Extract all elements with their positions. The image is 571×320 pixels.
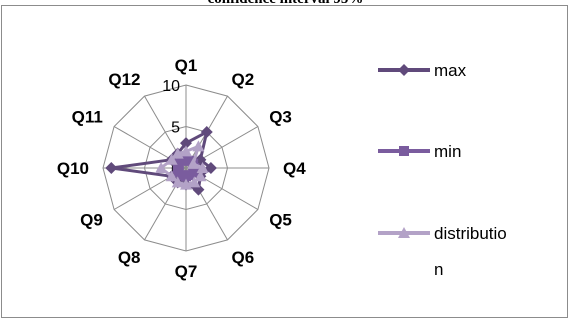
legend-label-line: n [434,260,443,279]
point-distribution-q1 [180,145,192,157]
category-label-q7: Q7 [175,262,198,281]
legend-label-line: distributio [434,224,507,243]
point-min-q12 [176,155,187,166]
legend-marker-min [399,146,409,156]
page-title: confidence interval 95% [0,0,571,8]
category-label-q6: Q6 [232,248,255,267]
radial-tick-5: 5 [171,120,180,137]
radar-axes [103,85,269,251]
category-label-q2: Q2 [232,70,255,89]
category-label-q8: Q8 [118,248,141,267]
point-max-q2 [200,126,213,139]
point-distribution-q6 [188,176,201,188]
point-distribution-q8 [171,176,184,188]
point-distribution-q2 [192,140,205,152]
point-distribution-q10 [155,162,168,173]
point-distribution-q11 [165,153,178,165]
point-distribution-q4 [196,162,209,173]
legend-label-distribution: distributio n [434,224,507,279]
category-label-q1: Q1 [175,56,198,75]
point-distribution-q3 [187,157,200,169]
radial-tick-10: 10 [162,78,180,95]
point-max-q10 [105,162,118,174]
series-distribution [155,140,209,190]
category-label-q11: Q11 [72,108,103,127]
category-label-q9: Q9 [80,211,103,230]
legend-label-max: max [434,61,467,80]
legend-label-min: min [434,142,461,161]
point-max-q1 [180,137,192,150]
legend-item-min: min [378,142,461,161]
category-label-q12: Q12 [108,70,140,89]
point-max-q4 [204,162,217,174]
legend-item-max: max [378,61,467,80]
point-distribution-q9 [165,170,178,182]
point-distribution-q12 [171,147,184,159]
legend-marker-max [398,64,410,76]
legend-marker-distribution [398,227,410,238]
category-label-q4: Q4 [283,159,306,178]
category-label-q3: Q3 [269,108,292,127]
legend-item-distribution: distributio n [378,224,507,279]
legend-label-line: min [434,142,461,161]
chart-frame [1,5,568,318]
legend-label-line: max [434,61,467,80]
legend: max min distributio n [378,61,507,279]
series-layer [105,126,217,196]
category-labels: Q1 Q2 Q3 Q4 Q5 Q6 Q7 Q8 Q9 Q10 Q11 Q12 [57,56,306,281]
category-label-q10: Q10 [57,159,89,178]
point-distribution-q5 [194,170,207,182]
category-label-q5: Q5 [269,211,292,230]
